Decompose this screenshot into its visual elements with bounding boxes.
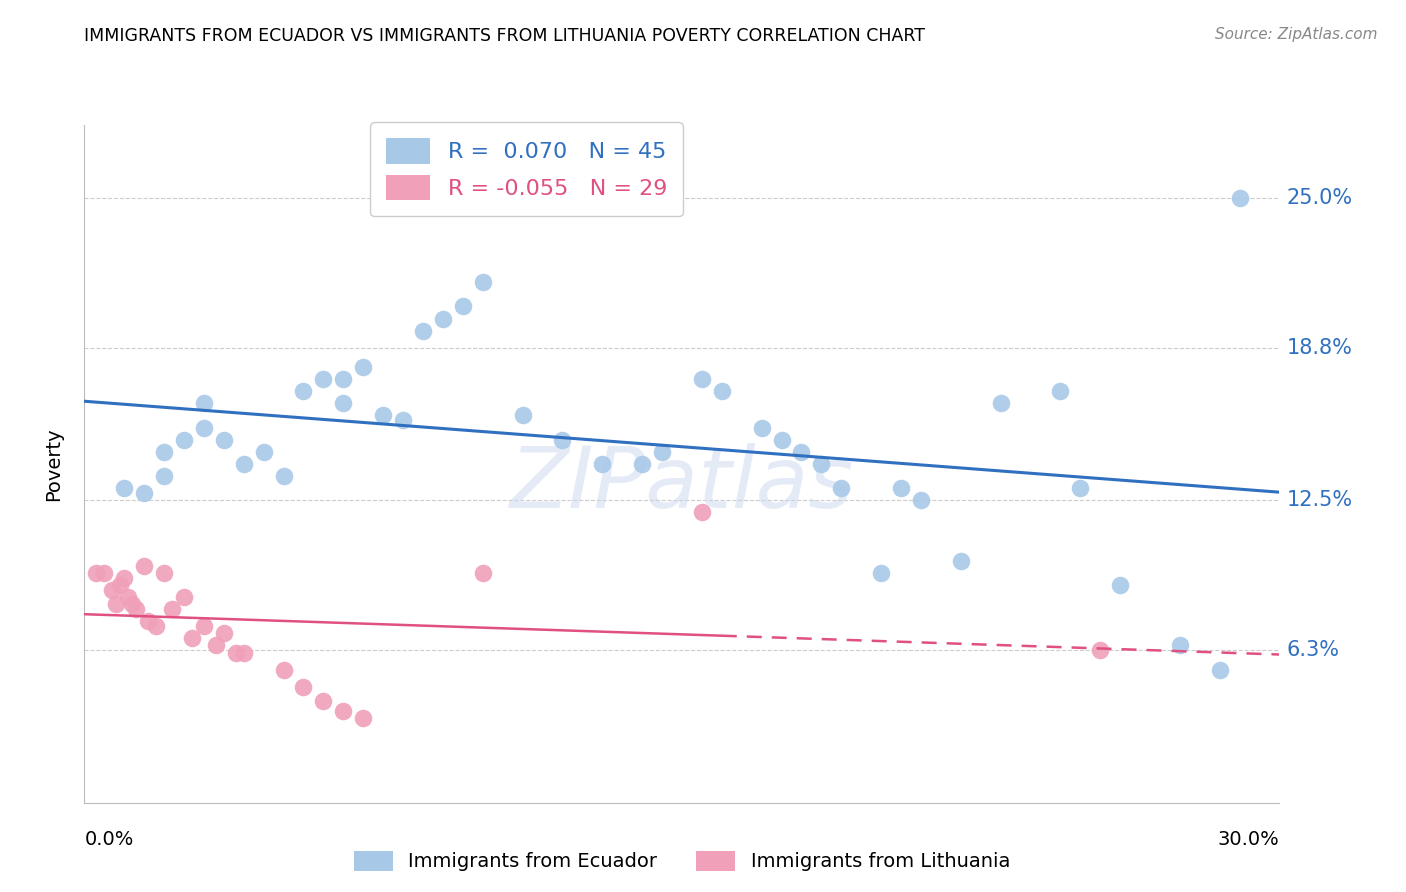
Point: [1208, 663, 1230, 677]
Point: [273, 663, 295, 677]
Point: [690, 372, 713, 386]
Point: [710, 384, 733, 399]
Point: [112, 571, 135, 585]
Y-axis label: Poverty: Poverty: [45, 427, 63, 500]
Point: [112, 481, 135, 495]
Point: [312, 372, 335, 386]
Point: [392, 413, 415, 427]
Point: [332, 396, 354, 410]
Point: [412, 324, 434, 338]
Point: [101, 582, 124, 597]
Point: [132, 486, 156, 500]
Point: [332, 704, 354, 718]
Text: 12.5%: 12.5%: [1286, 491, 1353, 510]
Text: 30.0%: 30.0%: [1218, 830, 1279, 848]
Point: [790, 444, 813, 458]
Point: [830, 481, 852, 495]
Point: [160, 602, 183, 616]
Point: [232, 457, 254, 471]
Point: [212, 626, 235, 640]
Point: [751, 420, 773, 434]
Text: 0.0%: 0.0%: [84, 830, 134, 848]
Point: [153, 444, 176, 458]
Point: [352, 711, 374, 725]
Point: [153, 469, 176, 483]
Point: [193, 396, 215, 410]
Point: [1229, 190, 1251, 204]
Point: [471, 275, 494, 289]
Point: [225, 646, 247, 660]
Point: [890, 481, 912, 495]
Point: [212, 433, 235, 447]
Point: [910, 493, 932, 508]
Point: [180, 631, 202, 645]
Point: [292, 384, 315, 399]
Point: [1088, 643, 1111, 657]
Point: [253, 444, 276, 458]
Text: 18.8%: 18.8%: [1286, 338, 1353, 358]
Point: [292, 680, 315, 694]
Point: [193, 420, 215, 434]
Point: [173, 433, 195, 447]
Point: [371, 409, 394, 423]
Point: [990, 396, 1012, 410]
Point: [631, 457, 654, 471]
Point: [591, 457, 613, 471]
Point: [121, 597, 143, 611]
Point: [117, 590, 139, 604]
Point: [471, 566, 494, 580]
Text: 6.3%: 6.3%: [1286, 640, 1340, 660]
Point: [512, 409, 534, 423]
Point: [870, 566, 893, 580]
Point: [273, 469, 295, 483]
Point: [173, 590, 195, 604]
Point: [432, 311, 454, 326]
Point: [810, 457, 832, 471]
Point: [125, 602, 148, 616]
Point: [651, 444, 673, 458]
Point: [1049, 384, 1071, 399]
Text: ZIPatlas: ZIPatlas: [510, 442, 853, 525]
Text: Source: ZipAtlas.com: Source: ZipAtlas.com: [1215, 27, 1378, 42]
Point: [153, 566, 176, 580]
Point: [312, 694, 335, 708]
Point: [1069, 481, 1091, 495]
Point: [136, 614, 159, 628]
Point: [451, 300, 474, 314]
Legend: Immigrants from Ecuador, Immigrants from Lithuania: Immigrants from Ecuador, Immigrants from…: [344, 841, 1019, 881]
Point: [1109, 578, 1132, 592]
Text: IMMIGRANTS FROM ECUADOR VS IMMIGRANTS FROM LITHUANIA POVERTY CORRELATION CHART: IMMIGRANTS FROM ECUADOR VS IMMIGRANTS FR…: [84, 27, 925, 45]
Point: [770, 433, 793, 447]
Point: [132, 558, 156, 573]
Point: [105, 597, 128, 611]
Point: [86, 566, 108, 580]
Point: [352, 359, 374, 374]
Point: [193, 619, 215, 633]
Text: 25.0%: 25.0%: [1286, 187, 1353, 208]
Point: [232, 646, 254, 660]
Point: [332, 372, 354, 386]
Point: [1168, 639, 1191, 653]
Point: [551, 433, 574, 447]
Point: [949, 554, 972, 568]
Point: [205, 639, 228, 653]
Point: [110, 578, 132, 592]
Point: [690, 505, 713, 519]
Point: [93, 566, 115, 580]
Point: [145, 619, 167, 633]
